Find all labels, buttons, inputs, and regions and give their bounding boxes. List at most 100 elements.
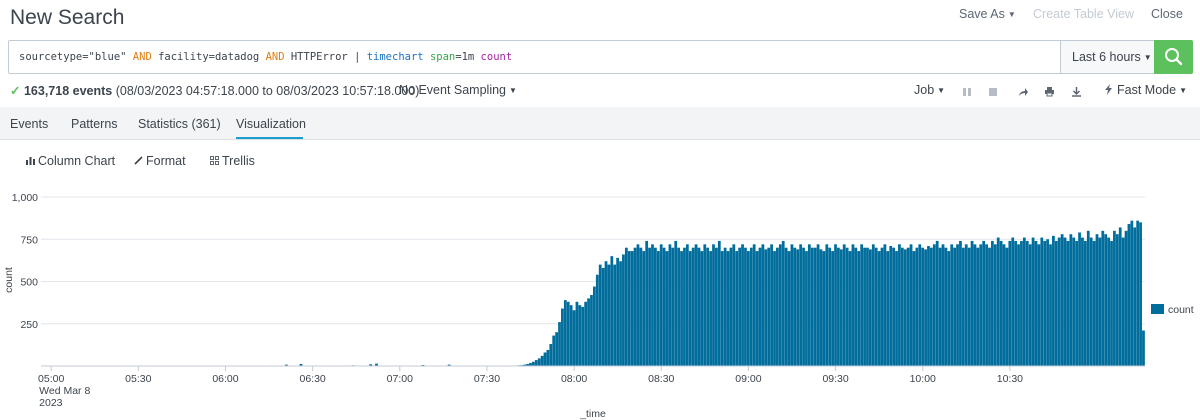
bar[interactable] xyxy=(529,362,532,366)
bar[interactable] xyxy=(941,244,945,366)
bar[interactable] xyxy=(735,251,739,366)
bar[interactable] xyxy=(691,247,695,366)
bar[interactable] xyxy=(700,251,704,366)
bar[interactable] xyxy=(935,240,939,366)
bar[interactable] xyxy=(918,244,922,366)
bar[interactable] xyxy=(790,244,794,366)
bar[interactable] xyxy=(822,251,826,366)
bar[interactable] xyxy=(976,247,980,366)
bar[interactable] xyxy=(831,251,834,366)
bar[interactable] xyxy=(639,247,643,366)
bar[interactable] xyxy=(906,247,910,366)
bar[interactable] xyxy=(1136,220,1140,366)
bar[interactable] xyxy=(421,364,425,366)
bar[interactable] xyxy=(834,244,837,366)
bar[interactable] xyxy=(1133,227,1137,366)
bar[interactable] xyxy=(912,251,916,366)
bar[interactable] xyxy=(1139,222,1142,366)
bar[interactable] xyxy=(636,244,640,366)
bar[interactable] xyxy=(546,349,550,366)
bar[interactable] xyxy=(633,247,637,366)
bar[interactable] xyxy=(642,251,646,366)
bar[interactable] xyxy=(839,249,843,366)
search-mode-button[interactable]: Fast Mode ▼ xyxy=(1104,83,1187,97)
bar[interactable] xyxy=(1086,230,1090,366)
bar[interactable] xyxy=(1121,237,1125,366)
trellis-button[interactable]: Trellis xyxy=(210,154,255,168)
stop-icon[interactable] xyxy=(988,87,998,97)
bar[interactable] xyxy=(1107,237,1110,366)
bar[interactable] xyxy=(1060,234,1064,366)
bar[interactable] xyxy=(886,251,890,366)
bar[interactable] xyxy=(979,244,983,366)
bar[interactable] xyxy=(799,244,803,366)
bar[interactable] xyxy=(1040,237,1044,366)
bar[interactable] xyxy=(622,254,625,366)
bar[interactable] xyxy=(578,305,582,366)
bar[interactable] xyxy=(915,247,919,366)
bar[interactable] xyxy=(741,244,744,366)
bar[interactable] xyxy=(1115,234,1119,366)
bar[interactable] xyxy=(854,247,858,366)
bar[interactable] xyxy=(950,244,954,366)
bar[interactable] xyxy=(825,244,829,366)
bar[interactable] xyxy=(845,247,849,366)
bar[interactable] xyxy=(534,360,538,366)
bar[interactable] xyxy=(369,364,373,366)
bar[interactable] xyxy=(1095,234,1099,366)
bar[interactable] xyxy=(973,244,977,366)
bar[interactable] xyxy=(781,240,785,366)
bar[interactable] xyxy=(610,256,614,366)
bar[interactable] xyxy=(624,247,628,366)
bar[interactable] xyxy=(656,251,660,366)
bar[interactable] xyxy=(630,251,634,366)
bar[interactable] xyxy=(787,251,791,366)
bar[interactable] xyxy=(938,247,942,366)
bar[interactable] xyxy=(1098,237,1102,366)
bar[interactable] xyxy=(784,247,788,366)
bar[interactable] xyxy=(572,310,576,366)
bar[interactable] xyxy=(776,247,779,366)
bar[interactable] xyxy=(1049,244,1052,366)
bar[interactable] xyxy=(1092,240,1096,366)
bar[interactable] xyxy=(944,247,948,366)
bar[interactable] xyxy=(552,335,556,366)
bar[interactable] xyxy=(654,247,657,366)
bar[interactable] xyxy=(1046,239,1049,366)
bar[interactable] xyxy=(651,244,654,366)
bar[interactable] xyxy=(967,247,971,366)
bar[interactable] xyxy=(299,363,303,366)
bar[interactable] xyxy=(706,247,710,366)
bar[interactable] xyxy=(1008,240,1012,366)
bar[interactable] xyxy=(778,244,782,366)
bar[interactable] xyxy=(880,247,884,366)
bar[interactable] xyxy=(668,244,672,366)
bar[interactable] xyxy=(715,247,718,366)
bar[interactable] xyxy=(659,244,663,366)
bar[interactable] xyxy=(802,247,805,366)
bar[interactable] xyxy=(540,355,544,366)
bar[interactable] xyxy=(726,251,730,366)
bar[interactable] xyxy=(874,247,878,366)
bar[interactable] xyxy=(566,301,570,366)
tab-events[interactable]: Events xyxy=(10,117,49,131)
bar[interactable] xyxy=(738,247,742,366)
bar[interactable] xyxy=(549,344,553,366)
create-table-view-button[interactable]: Create Table View xyxy=(1033,7,1134,21)
bar[interactable] xyxy=(947,251,951,366)
bar[interactable] xyxy=(563,300,567,366)
bar[interactable] xyxy=(903,249,907,366)
bar[interactable] xyxy=(961,247,965,366)
bar[interactable] xyxy=(851,244,855,366)
bar[interactable] xyxy=(1020,240,1023,366)
bar[interactable] xyxy=(1005,247,1009,366)
bar[interactable] xyxy=(1081,237,1084,366)
bar[interactable] xyxy=(665,251,669,366)
job-menu-button[interactable]: Job ▼ xyxy=(914,83,945,97)
bar[interactable] xyxy=(601,267,605,366)
bar[interactable] xyxy=(720,251,724,366)
export-icon[interactable] xyxy=(1071,86,1082,97)
bar[interactable] xyxy=(627,251,631,366)
bar[interactable] xyxy=(1034,240,1038,366)
bar[interactable] xyxy=(558,322,561,366)
